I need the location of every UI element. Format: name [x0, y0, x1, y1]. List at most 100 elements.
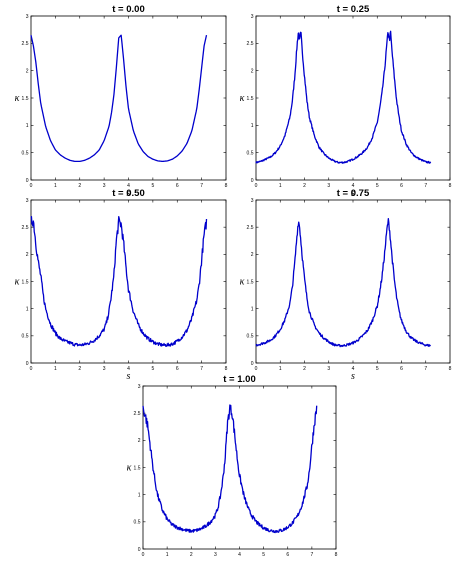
y-tick-label: 3	[26, 198, 29, 204]
series-line-0	[255, 30, 432, 164]
y-tick-label: 1	[26, 123, 29, 129]
x-tick-label: 3	[327, 366, 330, 372]
x-tick-label: 0	[255, 183, 258, 189]
y-tick-label: 0.5	[134, 520, 141, 526]
x-tick-label: 1	[54, 366, 57, 372]
y-tick-label: 2.5	[247, 225, 254, 231]
y-axis-label: κ	[15, 277, 20, 288]
x-tick-label: 3	[214, 552, 217, 558]
series-line-0	[30, 215, 208, 348]
plot-frame	[255, 199, 451, 364]
chart-title: t = 1.00	[223, 374, 255, 385]
x-tick-label: 8	[335, 552, 338, 558]
chart-panel-3: t = 0.75 0 1 2 3 4 5 6 7 8 0 0.5 1 1.5 2 2.5 3 s κ	[240, 188, 452, 382]
x-tick-label: 2	[78, 366, 81, 372]
x-tick-label: 0	[142, 552, 145, 558]
y-tick-label: 0	[26, 361, 29, 367]
x-tick-label: 4	[352, 366, 355, 372]
x-tick-label: 5	[376, 183, 379, 189]
y-tick-label: 2	[138, 438, 141, 444]
y-tick-label: 3	[251, 14, 254, 20]
x-tick-label: 6	[400, 183, 403, 189]
chart-panel-1: t = 0.25 0 1 2 3 4 5 6 7 8 0 0.5 1 1.5 2 2.5 3 s κ	[240, 4, 452, 199]
x-tick-label: 4	[238, 552, 241, 558]
x-tick-label: 7	[310, 552, 313, 558]
x-tick-label: 3	[327, 183, 330, 189]
x-tick-label: 7	[424, 366, 427, 372]
x-axis-label: s	[127, 371, 131, 382]
x-tick-label: 2	[303, 183, 306, 189]
x-tick-label: 0	[30, 183, 33, 189]
x-tick-label: 5	[262, 552, 265, 558]
y-tick-label: 0	[251, 178, 254, 184]
y-axis-label: κ	[240, 277, 245, 288]
y-tick-label: 2	[26, 252, 29, 258]
x-tick-label: 1	[279, 366, 282, 372]
y-tick-label: 3	[251, 198, 254, 204]
x-tick-label: 8	[225, 183, 228, 189]
x-tick-label: 2	[303, 366, 306, 372]
y-tick-label: 0	[251, 361, 254, 367]
y-tick-label: 0.5	[22, 150, 29, 156]
x-tick-label: 6	[176, 366, 179, 372]
x-tick-label: 0	[255, 366, 258, 372]
y-tick-label: 0.5	[247, 150, 254, 156]
chart-title: t = 0.25	[337, 4, 370, 15]
y-tick-label: 2.5	[22, 225, 29, 231]
y-axis-label: κ	[127, 463, 132, 474]
y-tick-label: 2.5	[247, 41, 254, 47]
series-line-0	[142, 404, 318, 534]
y-tick-label: 1.5	[247, 279, 254, 285]
x-tick-label: 5	[151, 366, 154, 372]
series-line-0	[30, 34, 208, 163]
x-tick-label: 2	[78, 183, 81, 189]
x-axis-label: s	[351, 188, 355, 199]
y-tick-label: 0.5	[22, 334, 29, 340]
x-tick-label: 2	[190, 552, 193, 558]
chart-title: t = 0.50	[112, 188, 144, 199]
y-tick-label: 1.5	[247, 96, 254, 102]
y-tick-label: 1	[251, 123, 254, 129]
y-tick-label: 2	[26, 68, 29, 74]
plot-frame	[255, 15, 451, 181]
y-tick-label: 0.5	[247, 334, 254, 340]
chart-panel-4: t = 1.00 0 1 2 3 4 5 6 7 8 0 0.5 1 1.5 2 2.5 3 s κ	[127, 374, 338, 564]
x-tick-label: 4	[127, 183, 130, 189]
y-tick-label: 2.5	[134, 411, 141, 417]
y-axis-label: κ	[15, 93, 20, 104]
y-tick-label: 2.5	[22, 41, 29, 47]
x-tick-label: 7	[424, 183, 427, 189]
x-tick-label: 3	[103, 366, 106, 372]
y-tick-label: 1	[138, 492, 141, 498]
x-tick-label: 3	[103, 183, 106, 189]
x-tick-label: 1	[166, 552, 169, 558]
x-tick-label: 8	[225, 366, 228, 372]
x-tick-label: 1	[54, 183, 57, 189]
y-tick-label: 1.5	[22, 96, 29, 102]
y-tick-label: 0	[26, 178, 29, 184]
y-tick-label: 1.5	[22, 279, 29, 285]
x-axis-label: s	[127, 188, 131, 199]
chart-title: t = 0.00	[112, 4, 144, 15]
x-tick-label: 6	[400, 366, 403, 372]
x-tick-label: 8	[449, 366, 452, 372]
x-tick-label: 5	[376, 366, 379, 372]
y-tick-label: 1	[26, 306, 29, 312]
chart-panel-0: t = 0.00 0 1 2 3 4 5 6 7 8 0 0.5 1 1.5 2 2.5 3 s κ	[15, 4, 228, 199]
chart-title: t = 0.75	[337, 188, 370, 199]
x-tick-label: 6	[286, 552, 289, 558]
x-tick-label: 0	[30, 366, 33, 372]
y-tick-label: 1.5	[134, 465, 141, 471]
x-tick-label: 6	[176, 183, 179, 189]
x-axis-label: s	[351, 371, 355, 382]
x-tick-label: 7	[200, 366, 203, 372]
x-tick-label: 4	[127, 366, 130, 372]
y-tick-label: 2	[251, 252, 254, 258]
y-axis-label: κ	[240, 93, 245, 104]
y-tick-label: 3	[138, 384, 141, 390]
y-tick-label: 3	[26, 14, 29, 20]
y-tick-label: 0	[138, 547, 141, 553]
series-line-0	[255, 217, 432, 348]
